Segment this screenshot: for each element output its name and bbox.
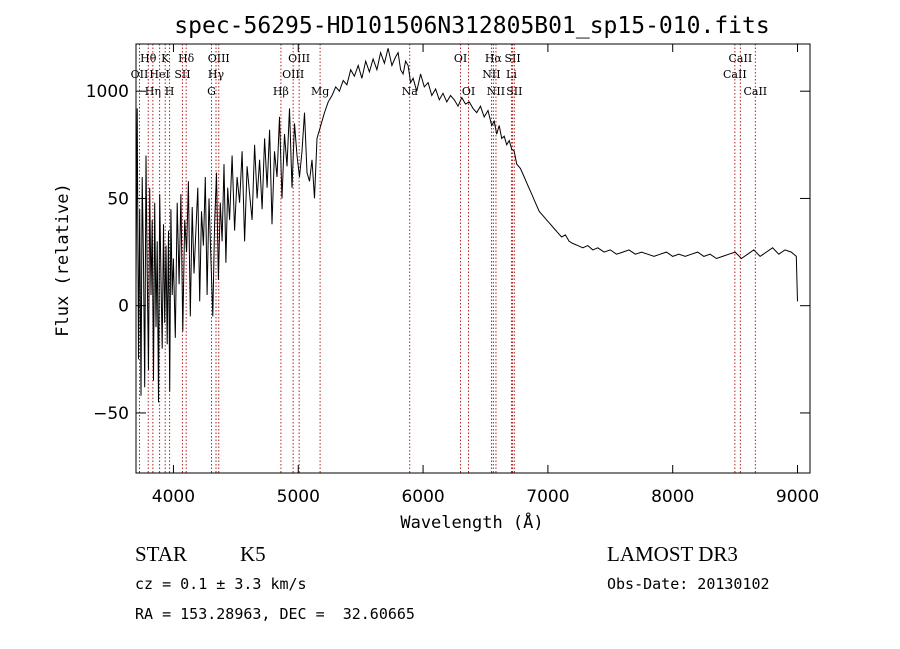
observation-date: Obs-Date: 20130102 — [607, 575, 770, 593]
spectral-line-label-23: SII — [506, 85, 522, 98]
spectral-line-label-14: Mg — [311, 85, 329, 98]
plot-frame — [135, 43, 811, 474]
spectral-line-label-8: OIII — [208, 52, 230, 65]
y-axis-ticks: −50 0 50 1000 — [86, 82, 810, 424]
x-axis-label: Wavelength (Å) — [400, 511, 543, 533]
chart-title: spec-56295-HD101506N312805B01_sp15-010.f… — [174, 13, 769, 39]
spectral-line-label-15: Na — [402, 85, 419, 98]
x-tick-label-4: 8000 — [651, 487, 694, 507]
spectral-line-label-4: HeI — [149, 68, 169, 81]
spectral-line-label-9: Hγ — [208, 68, 225, 81]
spectral-line-label-10: G — [207, 85, 216, 98]
spectral-line-label-22: NII — [487, 85, 505, 98]
spectral-line-label-20: NII — [482, 68, 500, 81]
spectral-line-label-2: Hη — [145, 85, 161, 98]
spectral-line-label-5: H — [165, 85, 175, 98]
spectral-line-labels: Hθ OII Hη K HeI H Hδ SII OIII Hγ G Hβ OIII OIII Mg Na OI… — [131, 52, 768, 98]
survey-name: LAMOST DR3 — [607, 542, 738, 566]
y-tick-label-2: 50 — [107, 189, 129, 209]
spectral-line-label-1: OII — [131, 68, 149, 81]
spectral-line-label-12: OIII — [288, 52, 310, 65]
x-tick-label-1: 5000 — [277, 487, 320, 507]
x-tick-label-2: 6000 — [401, 487, 444, 507]
spectral-line-markers — [138, 44, 756, 473]
spectral-line-label-25: CaII — [723, 68, 747, 81]
flux-series-line — [135, 48, 798, 403]
spectral-line-label-0: Hθ — [140, 52, 157, 65]
spectral-line-label-7: SII — [174, 68, 190, 81]
spectral-line-label-24: CaII — [729, 52, 753, 65]
spectral-line-label-19: SII — [504, 52, 520, 65]
spectral-line-label-26: CaII — [743, 85, 767, 98]
spectral-line-label-11: Hβ — [273, 85, 289, 98]
y-tick-label-1: 0 — [118, 297, 129, 317]
x-tick-label-0: 4000 — [152, 487, 195, 507]
object-subclass: K5 — [240, 542, 266, 566]
spectral-line-label-18: Hα — [485, 52, 503, 65]
y-axis-label: Flux (relative) — [53, 183, 73, 337]
x-tick-label-5: 9000 — [776, 487, 819, 507]
coordinates: RA = 153.28963, DEC = 32.60665 — [135, 605, 415, 623]
redshift-cz: cz = 0.1 ± 3.3 km/s — [135, 575, 307, 593]
x-tick-label-3: 7000 — [526, 487, 569, 507]
spectral-line-label-3: K — [161, 52, 170, 65]
spectral-line-label-6: Hδ — [178, 52, 195, 65]
y-tick-label-0: −50 — [93, 404, 129, 424]
spectral-line-label-16: OI — [454, 52, 467, 65]
spectral-line-label-21: Li — [506, 68, 517, 81]
spectral-line-label-17: OI — [462, 85, 475, 98]
y-tick-label-3: 1000 — [86, 82, 129, 102]
object-class: STAR — [135, 542, 187, 566]
x-axis-ticks: 4000 5000 6000 7000 8000 9000 — [152, 44, 819, 507]
spectral-line-label-13: OIII — [282, 68, 304, 81]
